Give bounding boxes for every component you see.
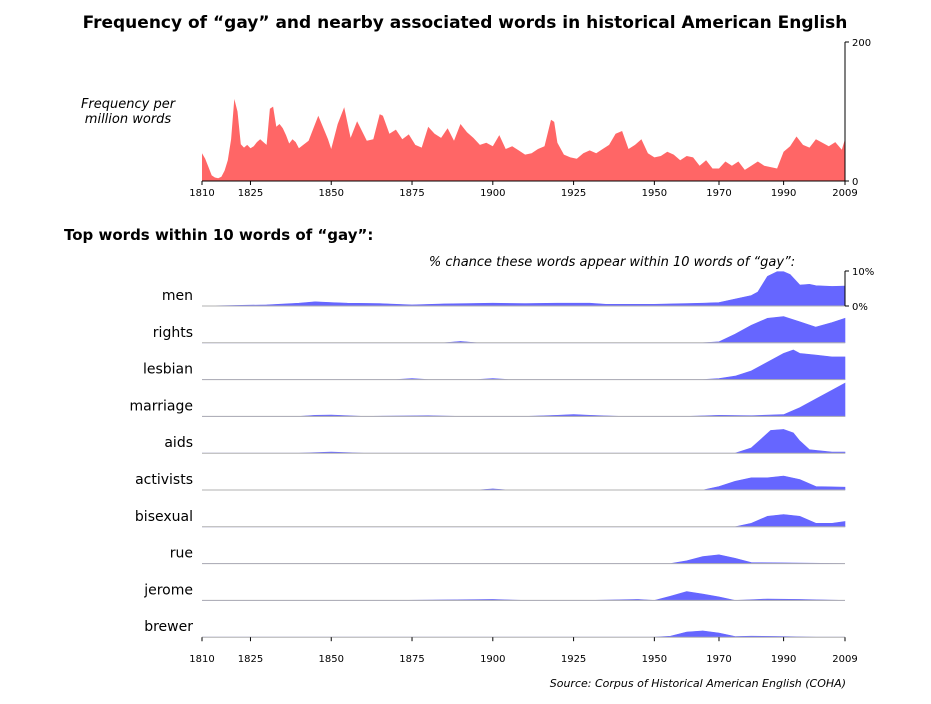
word-row-jerome: jerome [143, 582, 846, 601]
frequency-area [202, 99, 845, 181]
word-label: bisexual [135, 509, 193, 525]
word-area-brewer [202, 630, 845, 638]
frequency-x-tick-label: 1950 [642, 188, 667, 199]
words-note: % chance these words appear within 10 wo… [429, 255, 795, 270]
words-subtitle: Top words within 10 words of “gay”: [64, 226, 373, 244]
word-row-bisexual: bisexual [135, 509, 846, 528]
words-x-tick-label: 1990 [771, 654, 796, 665]
words-x-tick-label: 1950 [642, 654, 667, 665]
word-label: jerome [143, 582, 193, 598]
frequency-x-tick-label: 1990 [771, 188, 796, 199]
word-area-marriage [202, 382, 846, 417]
word-area-lesbian [202, 349, 846, 380]
frequency-y-ticks: 0 200 [845, 38, 871, 188]
word-row-men: men 0% 10% [162, 267, 874, 313]
frequency-x-tick-label: 1925 [561, 188, 586, 199]
word-row-activists: activists [135, 472, 846, 491]
frequency-x-tick-label: 1810 [189, 188, 214, 199]
word-area-jerome [202, 591, 846, 601]
words-y-tick-label: 0% [852, 302, 868, 313]
frequency-x-ticks: 1810 1825 1850 1875 1900 1925 1950 1970 1990 2009 [189, 181, 858, 199]
word-area-rue [202, 554, 846, 564]
frequency-x-tick-label: 1825 [238, 188, 263, 199]
word-label: activists [135, 472, 193, 488]
words-x-tick-label: 1850 [319, 654, 344, 665]
words-x-tick-label: 1810 [189, 654, 214, 665]
word-label: brewer [144, 619, 193, 635]
words-x-tick-label: 2009 [832, 654, 857, 665]
word-row-rights: rights [153, 316, 846, 344]
word-label: aids [164, 435, 193, 451]
word-label: marriage [130, 398, 193, 414]
word-label: lesbian [143, 362, 193, 378]
word-row-brewer: brewer [144, 619, 845, 638]
words-panel: men 0% 10% rights lesbian marriage aids activis… [130, 267, 874, 638]
word-row-rue: rue [170, 546, 846, 565]
words-x-tick-label: 1925 [561, 654, 586, 665]
word-row-marriage: marriage [130, 382, 846, 417]
words-y-tick-label: 10% [852, 267, 874, 278]
frequency-x-tick-label: 1900 [480, 188, 505, 199]
word-area-activists [202, 475, 846, 491]
word-area-rights [202, 316, 846, 344]
word-label: rights [153, 325, 193, 341]
word-label: men [162, 288, 193, 304]
words-x-tick-label: 1825 [238, 654, 263, 665]
frequency-y-tick-label: 200 [852, 38, 871, 49]
words-x-tick-label: 1900 [480, 654, 505, 665]
word-area-men [201, 271, 846, 307]
word-area-bisexual [202, 514, 846, 528]
words-x-tick-label: 1875 [399, 654, 424, 665]
frequency-ylabel-line-2: million words [85, 112, 172, 127]
word-label: rue [170, 546, 193, 562]
frequency-ylabel-line-1: Frequency per [81, 97, 177, 112]
word-row-lesbian: lesbian [143, 349, 846, 381]
word-row-aids: aids [164, 429, 846, 454]
words-x-tick-label: 1970 [706, 654, 731, 665]
frequency-panel: Frequency per million words 1810 1825 1850… [81, 38, 871, 199]
frequency-y-tick-label: 0 [852, 177, 858, 188]
frequency-x-tick-label: 1850 [319, 188, 344, 199]
source-note: Source: Corpus of Historical American En… [550, 677, 846, 690]
word-area-aids [202, 429, 846, 454]
chart-title: Frequency of “gay” and nearby associated… [83, 13, 848, 33]
words-x-ticks: 1810 1825 1850 1875 1900 1925 1950 1970 1990 2009 [189, 637, 858, 665]
frequency-x-tick-label: 2009 [832, 188, 857, 199]
frequency-x-tick-label: 1970 [706, 188, 731, 199]
frequency-x-tick-label: 1875 [399, 188, 424, 199]
